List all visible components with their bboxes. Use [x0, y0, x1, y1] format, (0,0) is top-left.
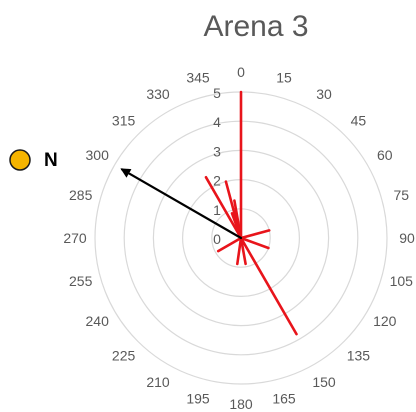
angle-tick-label-135: 135	[347, 347, 371, 363]
angle-tick-label-30: 30	[316, 86, 332, 102]
data-spoke-4	[230, 212, 243, 240]
data-spoke-6	[239, 236, 270, 250]
north-arrow	[120, 168, 243, 240]
angle-tick-label-300: 300	[86, 147, 110, 163]
angle-tick-label-75: 75	[394, 187, 410, 203]
angle-tick-label-345: 345	[186, 70, 210, 86]
angle-tick-label-255: 255	[69, 273, 93, 289]
data-spoke-8	[239, 236, 247, 266]
angle-tick-label-15: 15	[276, 70, 292, 86]
series-layer	[120, 90, 298, 336]
radial-tick-label-1: 1	[213, 202, 221, 218]
data-spoke-5	[239, 229, 271, 240]
radial-tick-label-5: 5	[213, 85, 221, 101]
angle-tick-label-0: 0	[237, 64, 245, 80]
data-spoke-10	[216, 236, 243, 253]
data-spoke-9	[236, 236, 243, 266]
angle-tick-label-330: 330	[146, 86, 170, 102]
angle-tick-label-315: 315	[112, 113, 136, 129]
radial-tick-label-3: 3	[213, 143, 221, 159]
angle-tick-label-120: 120	[373, 313, 397, 329]
radial-tick-label-4: 4	[213, 114, 221, 130]
radial-labels: 0 1 2 3 4 5	[213, 85, 221, 247]
chart-title: Arena 3	[203, 10, 308, 43]
data-spoke-7	[239, 236, 298, 336]
angle-tick-label-210: 210	[146, 374, 170, 390]
angle-tick-label-105: 105	[390, 273, 414, 289]
angle-tick-label-225: 225	[112, 347, 136, 363]
angle-tick-label-90: 90	[399, 230, 415, 246]
angle-tick-label-60: 60	[377, 147, 393, 163]
angle-tick-label-195: 195	[186, 390, 210, 406]
angle-labels: 0 153045607590105120135150165180195210225…	[63, 64, 415, 412]
angle-tick-label-270: 270	[63, 230, 87, 246]
angle-tick-label-165: 165	[272, 390, 296, 406]
north-label: N	[44, 150, 58, 171]
angle-tick-label-180: 180	[229, 396, 253, 412]
north-annotation: N	[9, 149, 58, 171]
angle-tick-label-45: 45	[351, 113, 367, 129]
angle-tick-label-285: 285	[69, 187, 93, 203]
north-marker-dot	[9, 149, 31, 171]
angle-tick-label-150: 150	[312, 374, 336, 390]
radial-tick-label-0: 0	[213, 231, 221, 247]
data-spoke-1	[204, 176, 243, 240]
angle-tick-label-240: 240	[86, 313, 110, 329]
radial-tick-label-2: 2	[213, 173, 221, 189]
